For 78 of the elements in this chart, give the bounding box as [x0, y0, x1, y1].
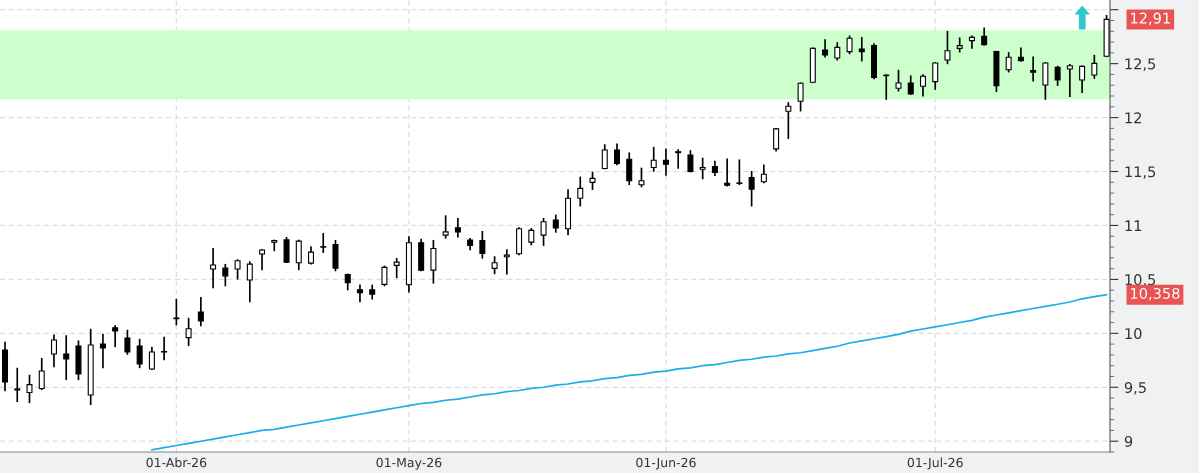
candlestick: [63, 335, 70, 381]
candlestick: [1091, 54, 1098, 79]
text: 12,91: [1131, 12, 1170, 26]
candlestick: [124, 329, 131, 355]
candlestick: [944, 30, 951, 65]
line-series: [151, 293, 1108, 451]
candlestick: [283, 236, 290, 263]
candlestick: [26, 374, 33, 404]
y-tick-label: 9,5: [1124, 381, 1146, 395]
candlestick: [1005, 52, 1012, 73]
candlestick: [626, 152, 633, 185]
candlestick: [479, 230, 486, 259]
candlestick: [895, 69, 902, 92]
candlestick: [99, 333, 106, 369]
candlestick: [858, 37, 865, 62]
text: 10,358: [1131, 287, 1180, 301]
candlestick: [1017, 47, 1024, 62]
candlestick: [185, 317, 192, 347]
candlestick: [112, 325, 119, 348]
candlestick: [797, 82, 804, 112]
candlestick: [662, 148, 669, 176]
candlestick: [785, 102, 792, 140]
candlestick: [1066, 64, 1073, 98]
candlestick: [1030, 56, 1037, 82]
y-tick-label: 12: [1125, 112, 1141, 124]
candlestick: [577, 176, 584, 207]
candlestick: [1054, 65, 1061, 86]
candlestick: [919, 74, 926, 97]
candlestick: [381, 265, 388, 287]
candlestick: [773, 128, 780, 152]
candlestick: [320, 232, 327, 253]
x-tick-label: 01-Jun-26: [636, 457, 696, 470]
candlestick: [454, 217, 461, 238]
candlestick: [650, 146, 657, 172]
candlestick: [332, 239, 339, 272]
y-tick-label: 10,5: [1125, 274, 1156, 287]
x-tick-label: 01-May-26: [376, 457, 442, 470]
candlestick: [442, 215, 449, 239]
candlestick: [393, 257, 400, 279]
y-tick-label: 10: [1125, 328, 1142, 340]
candlestick: [968, 35, 975, 49]
candlestick: [430, 239, 437, 284]
candlestick: [259, 248, 266, 271]
y-tick-label: 11: [1125, 220, 1142, 231]
candlestick: [234, 259, 241, 280]
candlestick: [136, 338, 143, 369]
candlestick: [14, 367, 21, 403]
x-tick-label: 01-Abr-26: [146, 457, 207, 468]
candlestick: [699, 157, 706, 180]
candlestick: [736, 159, 743, 185]
candlestick: [956, 37, 963, 53]
candlestick: [1079, 65, 1086, 94]
candlestick: [222, 263, 229, 287]
candlestick: [675, 149, 682, 169]
candlestick: [38, 357, 45, 391]
candlestick: [356, 284, 363, 303]
candlestick: [210, 247, 217, 289]
candlestick: [50, 334, 57, 368]
candlestick: [613, 143, 620, 166]
candlestick: [161, 336, 168, 361]
candlestick: [148, 346, 155, 371]
candlestick: [932, 62, 939, 90]
y-tick-label: 12,5: [1125, 58, 1156, 71]
candlestick: [687, 150, 694, 173]
candlestick: [748, 171, 755, 207]
candlestick: [503, 249, 510, 275]
candlestick: [271, 239, 278, 252]
candlestick: [1042, 62, 1049, 100]
x-tick-label: 01-Jul-26: [907, 457, 963, 470]
candlestick: [601, 144, 608, 170]
y-tick-label: 11,5: [1125, 166, 1156, 179]
candlestick: [724, 158, 731, 187]
candlestick: [246, 261, 253, 303]
candlestick: [295, 239, 302, 271]
candlestick: [540, 217, 547, 246]
candlestick: [197, 296, 204, 327]
candlestick: [173, 298, 180, 326]
y-tick-label: 9: [1124, 435, 1133, 447]
